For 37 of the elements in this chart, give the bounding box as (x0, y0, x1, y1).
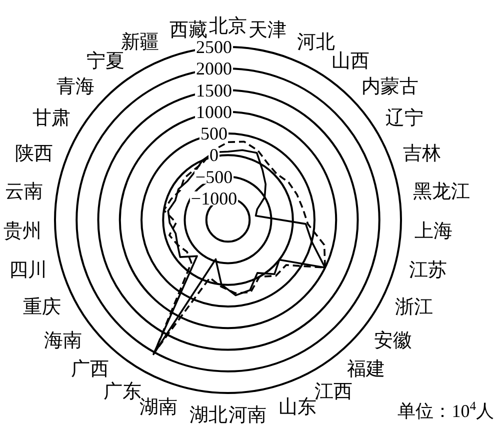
spoke-label: 贵州 (3, 220, 42, 242)
y-tick-label: 2000 (196, 58, 232, 79)
y-tick-label: 0 (210, 145, 218, 166)
annotations: 单位：10$^{4}$人 (398, 399, 494, 421)
spoke-label: 广西 (70, 358, 109, 380)
spoke-label: 福建 (347, 358, 386, 380)
spoke-label: 黑龙江 (412, 181, 470, 202)
y-tick-label: −500 (195, 166, 233, 187)
spoke-label: 吉林 (402, 143, 441, 164)
y-tick-label: 2500 (196, 37, 232, 57)
spoke-label: 云南 (5, 181, 44, 202)
spoke-label: 河南 (228, 405, 267, 425)
spoke-label: 浙江 (395, 296, 434, 318)
spoke-label: 天津 (248, 20, 286, 41)
y-tick-label: 1500 (196, 80, 232, 100)
spoke-label: 江西 (314, 382, 353, 402)
spoke-label: 四川 (9, 260, 48, 281)
spoke-label: 江苏 (408, 260, 447, 281)
y-tick-label: −1000 (190, 188, 238, 208)
spoke-label: 辽宁 (385, 106, 424, 129)
y-tick-label: 1000 (196, 102, 232, 122)
spoke-label: 甘肃 (32, 108, 71, 129)
spoke-label: 重庆 (22, 296, 61, 318)
spoke-label: 山西 (331, 50, 370, 72)
spoke-label: 广东 (103, 380, 142, 402)
spoke-label: 海南 (44, 330, 82, 352)
spoke-label: 青海 (56, 76, 95, 98)
spoke-label: 北京 (209, 15, 247, 37)
spoke-label: 陕西 (15, 143, 54, 164)
y-tick-label: 500 (200, 124, 228, 144)
spoke-label: 内蒙古 (361, 76, 418, 98)
spoke-label: 安徽 (374, 329, 412, 352)
spoke-label: 河北 (296, 32, 335, 53)
spoke-label: 山东 (278, 397, 316, 418)
spoke-label: 湖南 (140, 397, 178, 418)
spoke-label: 上海 (414, 220, 453, 242)
spoke-label: 湖北 (189, 405, 228, 425)
